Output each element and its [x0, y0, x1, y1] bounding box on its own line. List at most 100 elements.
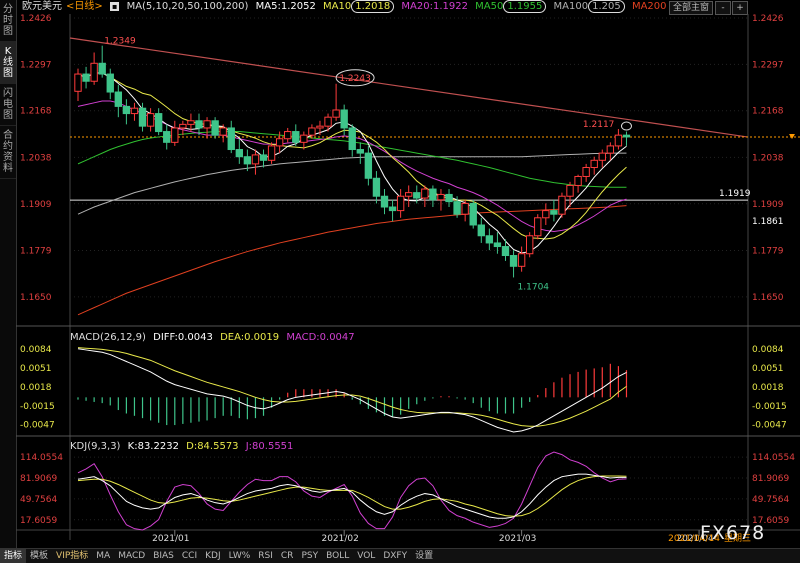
ma5-line: [77, 72, 627, 254]
annotation-level: 1.1919: [719, 189, 751, 199]
candle-body: [340, 109, 348, 129]
sidebar-item-flash[interactable]: 闪电图: [0, 84, 16, 126]
macd-y-tick-right: -0.0047: [752, 420, 787, 430]
candle-body: [622, 134, 631, 138]
sidebar-item-timeshare[interactable]: 分时图: [0, 0, 16, 42]
kdj-legend: KDJ(9,3,3) K:83.2232 D:84.5573 J:80.5551: [70, 441, 297, 452]
macd-y-tick-left: 0.0084: [20, 345, 52, 355]
sidebar-item-contract-info[interactable]: 合约资料: [0, 126, 16, 179]
tab-2[interactable]: VIP指标: [56, 551, 89, 561]
candle-body: [316, 125, 324, 129]
macd-y-tick-right: -0.0015: [752, 402, 787, 412]
kdj-title: KDJ(9,3,3): [70, 441, 121, 452]
candle-body: [550, 210, 558, 215]
tab-11[interactable]: PSY: [301, 551, 319, 561]
y-tick-right: 1.1779: [752, 246, 784, 256]
macd-y-tick-left: 0.0018: [20, 383, 52, 393]
macd-y-tick-left: 0.0051: [20, 364, 52, 374]
macd-dea-line: [77, 347, 627, 427]
candle-body: [90, 62, 98, 82]
y-tick-right: 1.1650: [752, 293, 784, 303]
candle-body: [372, 177, 381, 197]
tab-15[interactable]: 设置: [415, 551, 434, 561]
tab-6[interactable]: CCI: [181, 551, 198, 561]
macd-legend: MACD(26,12,9) DIFF:0.0043 DEA:0.0019 MAC…: [70, 332, 359, 343]
candle-body: [227, 127, 235, 151]
tab-8[interactable]: LW%: [228, 551, 251, 561]
ma20-value: MA20:1.1922: [401, 1, 468, 12]
ma200-label: MA200: [631, 1, 667, 12]
tab-10[interactable]: CR: [280, 551, 294, 561]
period-label[interactable]: <日线>: [66, 1, 103, 12]
full-main-window-button[interactable]: 全部主窗: [669, 1, 713, 15]
tab-9[interactable]: RSI: [258, 551, 273, 561]
candle-body: [614, 134, 623, 147]
tab-5[interactable]: BIAS: [153, 551, 174, 561]
candle-body: [606, 145, 615, 154]
candle-body: [590, 159, 598, 168]
zoom-in-button[interactable]: +: [732, 1, 748, 15]
candle-body: [154, 113, 163, 133]
candle-body: [163, 131, 171, 143]
tab-12[interactable]: BOLL: [326, 551, 350, 561]
ma200-line: [77, 205, 627, 316]
annotation-circle-1: [335, 69, 375, 87]
ma100-label: MA100 1.205: [554, 0, 625, 13]
ma50-label: MA50 1.1955: [475, 0, 547, 13]
instrument-title: 欧元美元: [22, 1, 62, 12]
tab-4[interactable]: MACD: [118, 551, 146, 561]
candle-body: [219, 127, 227, 136]
y-tick-right: 1.2038: [752, 153, 784, 163]
kdj-y-tick-left: 49.7564: [20, 495, 57, 505]
candle-body: [598, 152, 606, 161]
candle-body: [574, 175, 582, 186]
candle-body: [380, 195, 389, 208]
legend-toggle-icon[interactable]: ▪: [109, 2, 120, 11]
candle-body: [211, 120, 219, 136]
candle-body: [566, 184, 574, 197]
candle-body: [429, 188, 437, 201]
candle-body: [445, 193, 453, 203]
candle-body: [542, 210, 550, 219]
candle-body: [501, 246, 510, 257]
macd-value: MACD:0.0047: [286, 332, 355, 343]
kdj-y-tick-right: 114.0554: [752, 453, 795, 463]
candle-body: [292, 131, 300, 143]
price-arrow-icon: [789, 133, 795, 139]
annotation-high-3: 1.2117: [583, 120, 615, 130]
candle-body: [275, 138, 284, 147]
candle-body: [493, 242, 502, 248]
resistance-trendline: [69, 37, 749, 138]
candle-body: [114, 91, 123, 107]
candle-body: [388, 206, 397, 212]
candle-body: [582, 166, 590, 177]
y-tick-right: 1.2168: [752, 107, 784, 117]
tab-13[interactable]: VOL: [357, 551, 376, 561]
candle-body: [348, 127, 356, 151]
sidebar-item-kline[interactable]: K线图: [0, 42, 16, 84]
candle-body: [405, 192, 413, 197]
last-weekday-label: 星期三: [724, 533, 751, 544]
annotation-circle-3: [620, 121, 632, 131]
y-tick-left: 1.2297: [20, 60, 52, 70]
y-tick-left: 1.1909: [20, 200, 52, 210]
chart-header: 欧元美元 <日线> ▪ MA(5,10,20,50,100,200) MA5:1.…: [22, 0, 671, 14]
last-date-label: 2021/04/14: [668, 534, 720, 544]
chart-canvas[interactable]: 1.2426 1.2426 1.2297 1.2297 1.2168 1.2168 1.20…: [0, 0, 800, 548]
ma100-line: [77, 152, 627, 215]
tab-7[interactable]: KDJ: [205, 551, 221, 561]
tab-0[interactable]: 指标: [0, 549, 27, 563]
candle-body: [437, 193, 445, 201]
y-tick-right: 1.2426: [752, 14, 784, 24]
tab-3[interactable]: MA: [96, 551, 111, 561]
kdj-y-tick-left: 81.9069: [20, 474, 57, 484]
kdj-y-tick-left: 114.0554: [20, 453, 63, 463]
zoom-out-button[interactable]: -: [715, 1, 731, 15]
candle-body: [324, 116, 332, 127]
tab-14[interactable]: DXFY: [383, 551, 408, 561]
candle-body: [300, 134, 308, 143]
tab-1[interactable]: 模板: [30, 551, 49, 561]
candle-body: [130, 107, 139, 115]
x-tick-label: 2021/03: [499, 534, 536, 544]
kdj-y-tick-left: 17.6059: [20, 516, 57, 526]
